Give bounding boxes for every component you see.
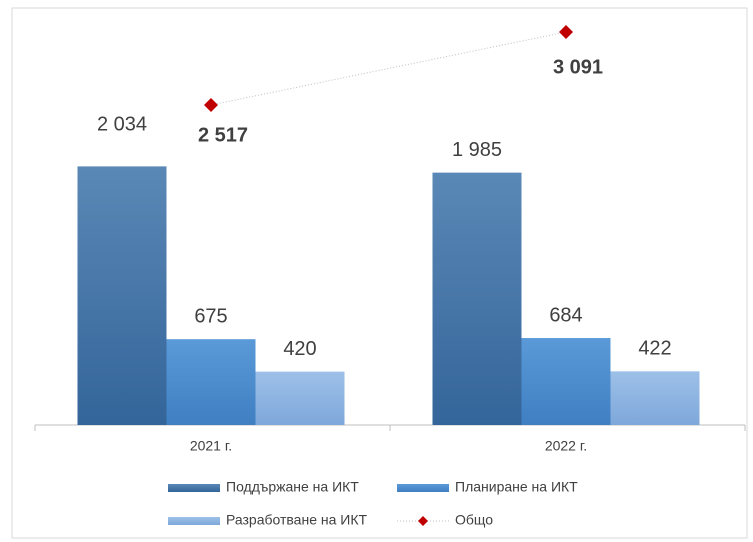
legend-swatch — [168, 517, 220, 525]
x-tick-label: 2021 г. — [190, 438, 232, 454]
bar — [77, 166, 167, 425]
total-line — [210, 31, 567, 106]
total-marker — [204, 97, 218, 112]
legend-swatch — [168, 484, 220, 492]
legend-label: Планиране на ИКТ — [455, 479, 578, 495]
total-label: 2 517 — [198, 124, 248, 146]
bar — [432, 172, 522, 425]
chart-border — [11, 7, 748, 539]
bar — [521, 338, 611, 425]
bar — [610, 371, 700, 425]
x-tick-label: 2022 г. — [545, 438, 587, 454]
total-label: 3 091 — [553, 56, 603, 78]
data-label: 420 — [283, 338, 316, 360]
data-label: 422 — [638, 338, 671, 360]
bar — [166, 339, 256, 425]
legend-swatch — [397, 484, 449, 492]
data-label: 684 — [549, 304, 582, 326]
legend-label: Общо — [455, 512, 493, 528]
legend-marker — [418, 516, 428, 526]
total-marker — [559, 25, 573, 39]
data-label: 1 985 — [452, 139, 502, 161]
data-label: 675 — [194, 305, 227, 327]
data-label: 2 034 — [97, 114, 147, 136]
bar — [255, 371, 345, 425]
legend-label: Разработване на ИКТ — [226, 512, 368, 528]
legend-label: Поддържане на ИКТ — [226, 479, 359, 495]
